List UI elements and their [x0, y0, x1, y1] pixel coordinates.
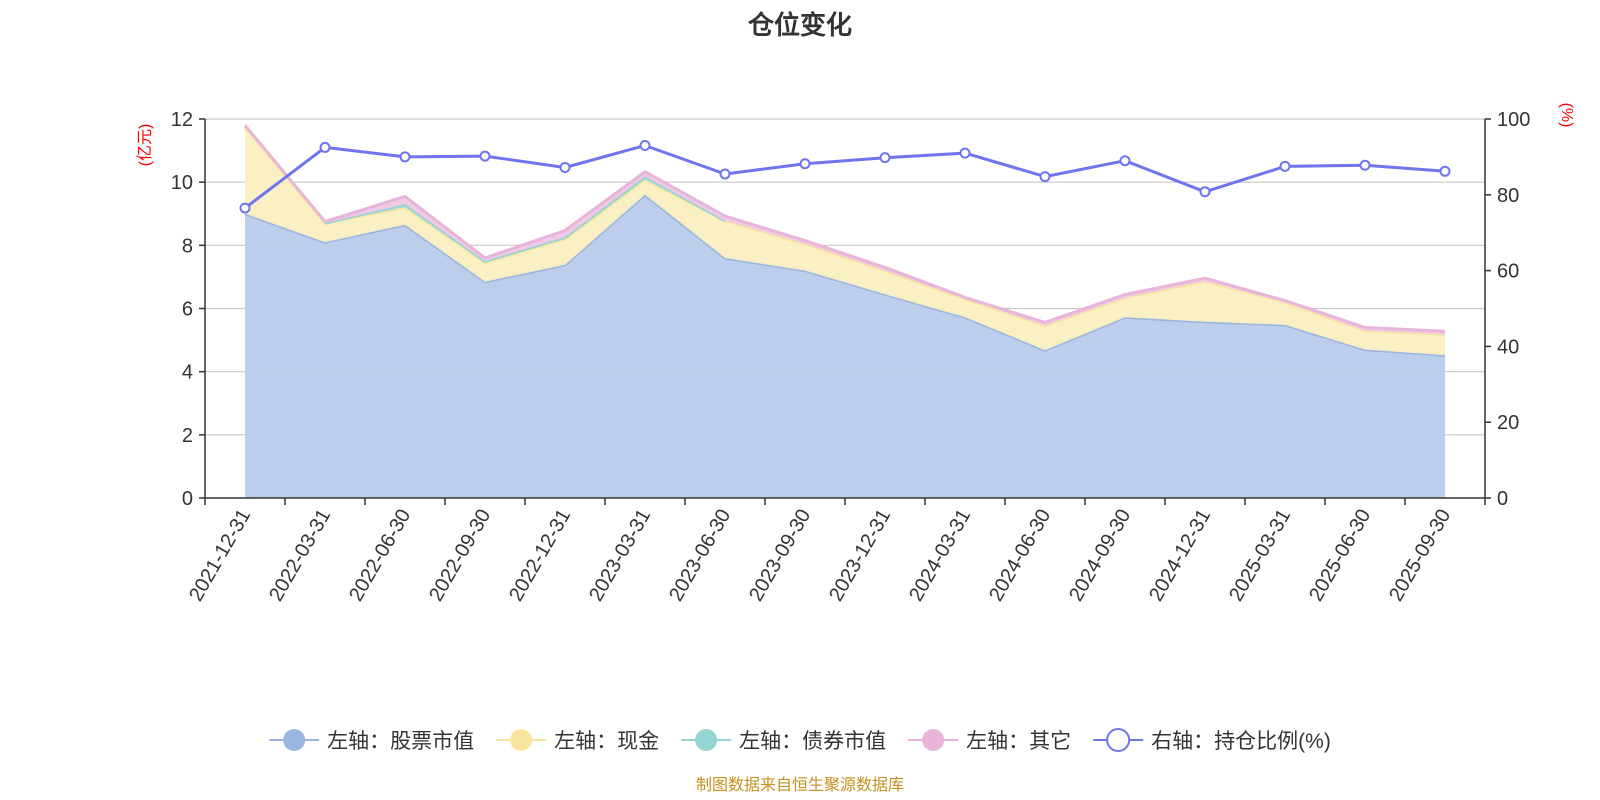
- left-tick-label: 12: [171, 109, 193, 131]
- x-tick-label: 2022-03-31: [265, 506, 335, 606]
- x-tick-label: 2021-12-31: [185, 506, 255, 606]
- line-point: [319, 141, 331, 153]
- legend-label: 左轴：现金: [554, 730, 659, 753]
- line-point: [479, 150, 491, 162]
- x-tick-label: 2023-06-30: [665, 506, 735, 606]
- left-tick-label: 6: [182, 299, 193, 321]
- x-tick-label: 2023-03-31: [585, 506, 655, 606]
- legend-swatch-marker: [510, 729, 533, 751]
- legend-item[interactable]: 左轴：债券市值: [681, 729, 886, 753]
- x-tick-label: 2025-06-30: [1305, 506, 1375, 606]
- line-point: [639, 140, 651, 152]
- legend-item[interactable]: 左轴：其它: [908, 729, 1071, 753]
- left-tick-label: 10: [171, 172, 193, 194]
- area-line-3: [243, 124, 1446, 333]
- right-tick-label: 40: [1497, 336, 1519, 358]
- line-point: [559, 162, 571, 174]
- line-point: [879, 152, 891, 164]
- x-tick-label: 2022-12-31: [505, 506, 575, 606]
- legend-label: 右轴：持仓比例(%): [1151, 730, 1331, 753]
- right-tick-label: 100: [1497, 109, 1530, 131]
- line-series: [239, 140, 1451, 214]
- legend-item[interactable]: 左轴：现金: [496, 729, 659, 753]
- line-point: [1119, 155, 1131, 167]
- left-tick-label: 2: [182, 425, 193, 447]
- line-point: [1439, 165, 1451, 177]
- x-tick-label: 2024-03-31: [905, 506, 975, 606]
- legend-swatch-marker: [922, 729, 945, 751]
- x-tick-label: 2023-12-31: [825, 506, 895, 606]
- line-point: [1199, 186, 1211, 198]
- line-point: [1039, 171, 1051, 183]
- line-point: [399, 151, 411, 163]
- legend-label: 左轴：其它: [966, 730, 1071, 753]
- chart-title: 仓位变化: [747, 10, 852, 40]
- legend-item[interactable]: 右轴：持仓比例(%): [1093, 728, 1331, 753]
- x-tick-label: 2023-09-30: [745, 506, 815, 606]
- line-point: [719, 168, 731, 180]
- x-tick-label: 2024-06-30: [985, 506, 1055, 606]
- legend-label: 左轴：股票市值: [327, 730, 474, 753]
- x-tick-label: 2025-03-31: [1225, 506, 1295, 606]
- legend-swatch-marker: [1106, 728, 1131, 752]
- line-point: [959, 147, 971, 159]
- x-tick-label: 2024-09-30: [1065, 506, 1135, 606]
- area-series: [243, 124, 1446, 499]
- legend-swatch-marker: [695, 729, 718, 751]
- x-tick-label: 2025-09-30: [1385, 506, 1455, 606]
- legend-swatch-marker: [283, 729, 306, 751]
- right-tick-label: 0: [1497, 488, 1508, 510]
- legend[interactable]: 左轴：股票市值 左轴：现金 左轴：债券市值 左轴：其它 右轴：持仓比例(%): [269, 728, 1331, 753]
- left-axis-unit: (亿元): [136, 124, 154, 167]
- line-point: [239, 202, 251, 214]
- right-tick-label: 80: [1497, 185, 1519, 207]
- legend-label: 左轴：债券市值: [739, 730, 886, 753]
- right-tick-label: 60: [1497, 261, 1519, 283]
- line-point: [1279, 160, 1291, 172]
- line-series-path: [244, 144, 1446, 210]
- line-point: [799, 158, 811, 170]
- line-point: [1359, 159, 1371, 171]
- right-axis-unit: (%): [1558, 103, 1575, 128]
- legend-item[interactable]: 左轴：股票市值: [269, 729, 474, 753]
- x-tick-label: 2024-12-31: [1145, 506, 1215, 606]
- area-fill-1: [245, 126, 1445, 356]
- source-note: 制图数据来自恒生聚源数据库: [696, 776, 904, 794]
- left-tick-label: 4: [182, 362, 193, 384]
- left-tick-label: 8: [182, 235, 193, 257]
- x-tick-label: 2022-09-30: [425, 506, 495, 606]
- right-tick-label: 20: [1497, 412, 1519, 434]
- x-tick-label: 2022-06-30: [345, 506, 415, 606]
- left-tick-label: 0: [182, 488, 193, 510]
